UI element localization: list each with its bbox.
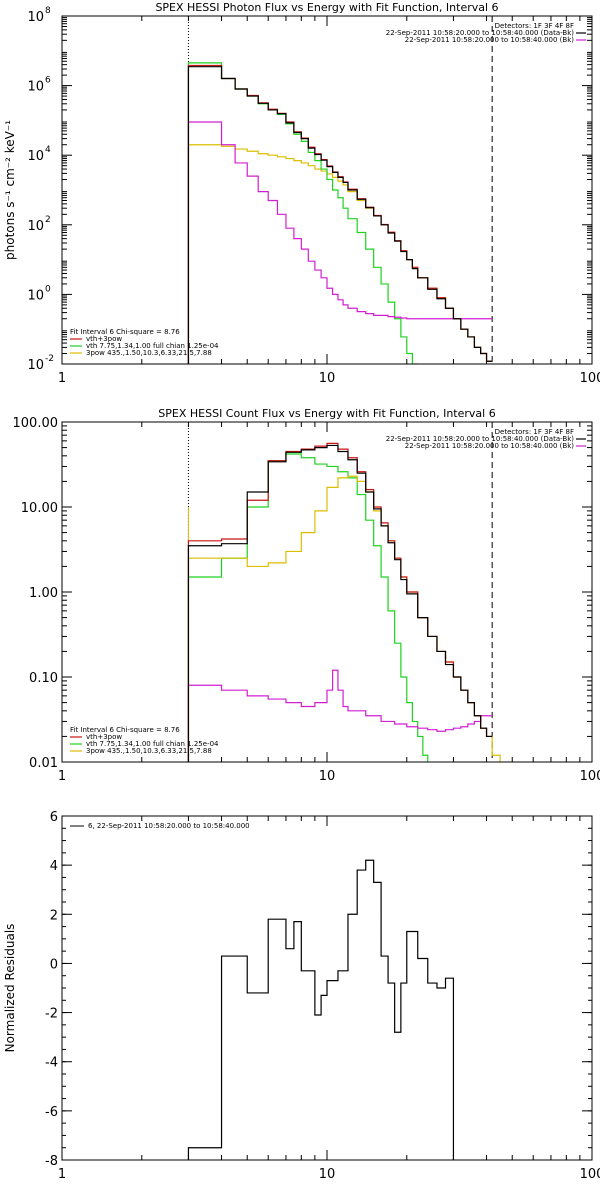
plot-frame — [61, 815, 593, 1161]
y-tick-label: 4 — [50, 859, 58, 874]
chart-title: SPEX HESSI Photon Flux vs Energy with Fi… — [155, 1, 498, 14]
y-tick-exponent: 4 — [45, 145, 51, 155]
y-axis-label: Normalized Residuals — [3, 924, 17, 1053]
y-tick-exponent: 2 — [45, 215, 51, 225]
x-tick-label: 1 — [58, 371, 66, 386]
series-line-3 — [187, 442, 493, 762]
y-tick-label: 10.00 — [21, 501, 58, 516]
y-tick-label: -4 — [45, 1056, 58, 1071]
x-tick-label: 100 — [580, 371, 600, 386]
legend-entry: 22-Sep-2011 10:58:20.000 to 10:58:40.000… — [386, 435, 575, 443]
series-line-4 — [187, 66, 493, 364]
series-line-0 — [187, 859, 455, 1160]
count-flux-panel: SPEX HESSI Count Flux vs Energy with Fit… — [13, 407, 600, 784]
legend-entry: Fit Interval 6 Chi-square = 8.76 — [70, 726, 180, 734]
chart-title: SPEX HESSI Count Flux vs Energy with Fit… — [158, 407, 495, 420]
legend-entry: vth+3pow — [86, 335, 122, 343]
y-tick-label: 10 — [27, 149, 44, 164]
series-line-4 — [187, 444, 493, 762]
plot-frame — [61, 15, 593, 365]
x-tick-label: 100 — [580, 1167, 600, 1182]
legend-entry: vth 7.75,1.34,1.00 full chian 1.25e-04 — [86, 342, 219, 350]
series-line-1 — [187, 62, 418, 364]
y-tick-label: -6 — [45, 1105, 58, 1120]
legend-entry: vth 7.75,1.34,1.00 full chian 1.25e-04 — [86, 740, 219, 748]
x-tick-label: 100 — [580, 769, 600, 784]
y-tick-label: 0.10 — [29, 671, 58, 686]
y-tick-exponent: 8 — [45, 6, 51, 16]
legend-entry: Detectors: 1F 3F 4F 8F — [495, 428, 574, 436]
y-tick-label: -8 — [45, 1154, 58, 1169]
y-tick-label: 0.01 — [29, 756, 58, 771]
y-tick-exponent: -2 — [45, 354, 54, 364]
y-tick-label: 100.00 — [13, 416, 59, 431]
series-line-1 — [187, 475, 501, 762]
x-tick-label: 10 — [319, 1167, 336, 1182]
residuals-panel: Normalized Residuals 1 10 100 -8 -6 -4 -2 0 2 4 6 6,… — [3, 810, 600, 1182]
legend-entry: vth+3pow — [86, 733, 122, 741]
y-tick-label: 1.00 — [29, 586, 58, 601]
legend-entry: 3pow 435.,1.50,10.3,6.33,21.5,7.88 — [86, 349, 212, 357]
series-line-2 — [187, 669, 493, 762]
series-line-2 — [187, 121, 493, 364]
x-tick-label: 10 — [319, 371, 336, 386]
x-tick-label: 1 — [58, 1167, 66, 1182]
y-tick-label: 0 — [50, 957, 58, 972]
legend-entry: Fit Interval 6 Chi-square = 8.76 — [70, 328, 180, 336]
y-tick-label: 10 — [27, 288, 44, 303]
y-tick-label: 2 — [50, 908, 58, 923]
x-tick-label: 10 — [319, 769, 336, 784]
legend-entry: 22-Sep-2011 10:58:20.000 to 10:58:40.000… — [405, 36, 575, 44]
plot-frame — [61, 421, 593, 763]
y-axis-label: photons s⁻¹ cm⁻² keV⁻¹ — [3, 120, 17, 260]
y-tick-label: 6 — [50, 810, 58, 825]
y-tick-label: 10 — [27, 10, 44, 25]
y-tick-exponent: 6 — [45, 76, 51, 86]
y-tick-label: -2 — [45, 1007, 58, 1022]
photon-flux-panel: SPEX HESSI Photon Flux vs Energy with Fi… — [3, 1, 600, 386]
y-tick-exponent: 0 — [45, 284, 51, 294]
legend-entry: Detectors: 1F 3F 4F 8F — [495, 22, 574, 30]
y-tick-label: 10 — [27, 80, 44, 95]
series-line-0 — [187, 453, 429, 762]
legend-entry: 22-Sep-2011 10:58:20.000 to 10:58:40.000… — [405, 442, 575, 450]
legend-entry: 3pow 435.,1.50,10.3,6.33,21.5,7.88 — [86, 747, 212, 755]
legend-entry: 22-Sep-2011 10:58:20.000 to 10:58:40.000… — [386, 29, 575, 37]
y-tick-label: 10 — [27, 219, 44, 234]
series-line-3 — [187, 64, 493, 364]
y-tick-label: 10 — [27, 358, 44, 373]
legend-entry: 6, 22-Sep-2011 10:58:20.000 to 10:58:40.… — [88, 822, 250, 830]
x-tick-label: 1 — [58, 769, 66, 784]
series-line-0 — [187, 144, 493, 364]
